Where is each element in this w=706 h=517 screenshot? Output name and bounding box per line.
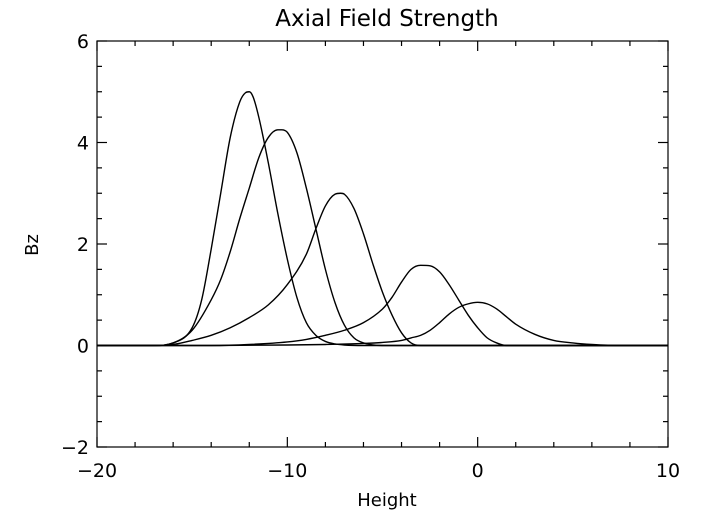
- chart-title: Axial Field Strength: [275, 6, 498, 32]
- plot-frame: [96, 40, 669, 448]
- series-line-5: [97, 301, 668, 347]
- y-tick-label: 6: [77, 31, 89, 53]
- x-tick-label: −20: [77, 460, 117, 482]
- y-tick-label: 4: [77, 133, 89, 155]
- ticks-group: [96, 40, 669, 448]
- x-tick-label: −10: [267, 460, 307, 482]
- y-tick-label: 2: [77, 234, 89, 256]
- y-tick-label: 0: [77, 336, 89, 358]
- series-line-4: [97, 264, 668, 347]
- series-line-1: [97, 91, 668, 347]
- y-tick-label: −2: [61, 437, 89, 459]
- x-tick-label: 0: [472, 460, 484, 482]
- y-axis-label: Bz: [22, 234, 43, 256]
- series-line-2: [97, 129, 668, 347]
- x-tick-label: 10: [656, 460, 680, 482]
- x-axis-label: Height: [357, 490, 417, 511]
- series-group: [97, 91, 668, 347]
- series-line-3: [97, 192, 668, 347]
